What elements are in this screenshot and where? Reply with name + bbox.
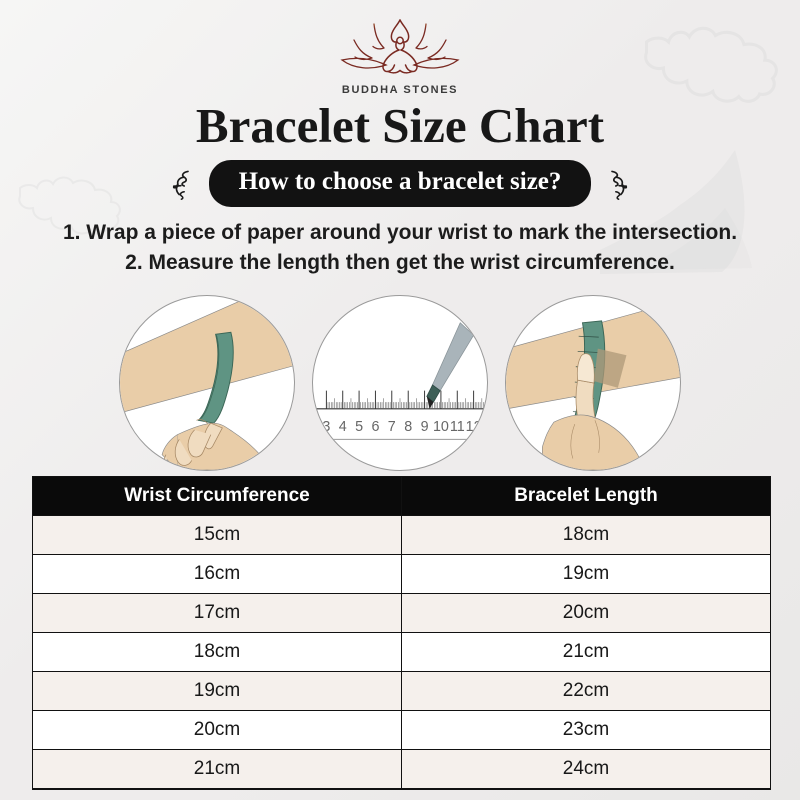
svg-text:12: 12	[466, 419, 482, 435]
svg-text:9: 9	[421, 419, 429, 435]
svg-text:6: 6	[371, 419, 379, 435]
svg-text:5: 5	[355, 419, 363, 435]
svg-text:11: 11	[450, 419, 465, 435]
svg-text:10: 10	[433, 419, 449, 435]
svg-text:8: 8	[404, 419, 412, 435]
svg-text:3: 3	[322, 419, 330, 435]
svg-text:7: 7	[388, 419, 396, 435]
svg-text:4: 4	[339, 419, 347, 435]
